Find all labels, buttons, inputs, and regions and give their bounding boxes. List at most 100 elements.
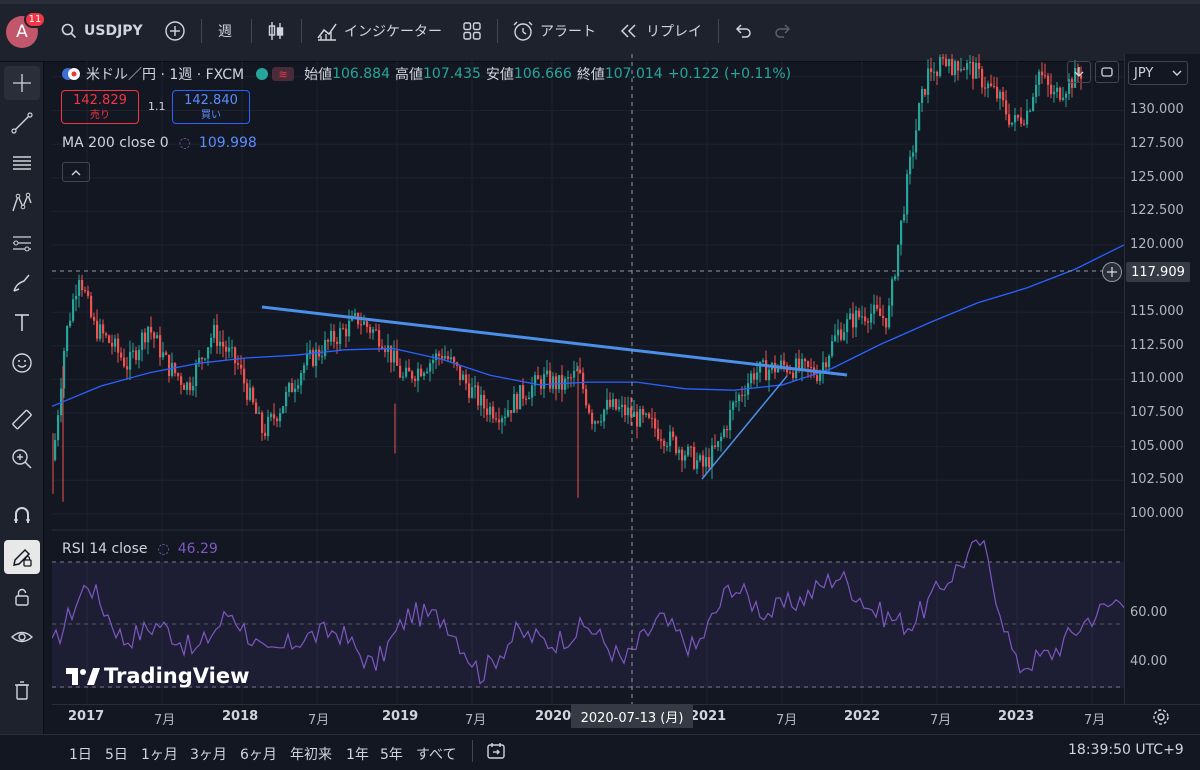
layout-grid-button[interactable]	[462, 14, 482, 48]
candle-body	[225, 346, 228, 352]
chart-type-button[interactable]	[266, 14, 286, 48]
candle-body	[987, 83, 990, 89]
chevron-up-icon	[71, 169, 81, 175]
candle-body	[789, 372, 792, 374]
emoji-tool[interactable]	[4, 346, 40, 380]
crosshair-tool[interactable]	[4, 66, 40, 100]
candle-body	[924, 88, 927, 95]
unlock-icon	[15, 588, 29, 606]
replay-button[interactable]: リプレイ	[618, 14, 702, 48]
sell-button[interactable]: 142.829 売り	[61, 90, 139, 124]
hide-drawings-tool[interactable]	[4, 620, 40, 654]
time-axis-label: 7月	[154, 713, 176, 728]
buy-button[interactable]: 142.840 買い	[172, 90, 250, 124]
horizontal-lines-tool[interactable]	[4, 146, 40, 180]
candle-body	[498, 419, 501, 423]
redo-icon	[775, 24, 791, 38]
candle-body	[198, 357, 201, 364]
candle-body	[321, 356, 324, 358]
candle-body	[345, 328, 348, 337]
candle-body	[900, 220, 903, 245]
candle-body	[735, 401, 738, 403]
time-axis-label: 2018	[222, 709, 259, 724]
timeframe-button[interactable]: 1日	[69, 747, 92, 763]
trendline-resistance[interactable]	[261, 305, 848, 377]
close-label: 終値	[576, 67, 605, 83]
candle-body	[861, 316, 864, 318]
scroll-down-button[interactable]	[1067, 61, 1091, 83]
redo-button[interactable]	[773, 14, 793, 48]
text-tool[interactable]	[4, 306, 40, 340]
pattern-tool[interactable]	[4, 186, 40, 220]
gear-icon	[1153, 709, 1169, 725]
candle-body	[711, 445, 714, 468]
candle-body	[294, 388, 297, 393]
candle-body	[105, 333, 108, 336]
loading-spinner-icon: ◌	[157, 541, 170, 557]
candle-body	[693, 446, 696, 469]
compare-symbol-button[interactable]	[164, 14, 186, 48]
rsi-axis-label: 40.00	[1130, 654, 1168, 670]
candle-body	[291, 383, 294, 393]
candle-body	[90, 295, 93, 317]
fib-tool[interactable]	[4, 226, 40, 260]
undo-button[interactable]	[733, 14, 753, 48]
goto-date-button[interactable]	[484, 740, 508, 762]
trend-line-tool[interactable]	[4, 106, 40, 140]
candle-body	[864, 316, 867, 322]
trendline-support[interactable]	[701, 375, 788, 480]
candle-body	[237, 363, 240, 365]
candle-body	[957, 61, 960, 71]
candle-body	[750, 373, 753, 384]
candle-body	[1038, 71, 1041, 85]
lock-drawings-tool[interactable]	[4, 580, 40, 614]
timeframe-button[interactable]: 6ヶ月	[240, 747, 277, 763]
candle-body	[951, 58, 954, 75]
candle-body	[1071, 79, 1074, 88]
timeframe-button[interactable]: 5年	[380, 747, 403, 763]
remove-drawings-tool[interactable]	[4, 674, 40, 708]
alert-button[interactable]: アラート	[512, 14, 596, 48]
price-axis[interactable]	[1124, 54, 1200, 704]
add-price-button[interactable]	[1102, 262, 1122, 282]
timeframe-button[interactable]: 年初来	[290, 747, 332, 763]
magnet-tool[interactable]	[4, 498, 40, 532]
candle-body	[630, 407, 633, 417]
avatar-letter: A	[16, 22, 28, 42]
candle-body	[57, 415, 60, 441]
timeframe-button[interactable]: 1年	[346, 747, 369, 763]
zoom-tool[interactable]	[4, 442, 40, 476]
candle-body	[87, 291, 90, 296]
candle-body	[507, 410, 510, 417]
delay-badge-icon[interactable]: ≋	[272, 67, 295, 81]
indicators-button[interactable]: インジケーター	[316, 14, 442, 48]
interval-button[interactable]: 週	[218, 14, 232, 48]
timeframe-button[interactable]: 5日	[105, 747, 128, 763]
reset-chart-button[interactable]	[1095, 61, 1119, 83]
timeframe-button[interactable]: すべて	[416, 747, 457, 763]
price-chart[interactable]	[52, 54, 1124, 704]
timeframe-button[interactable]: 1ヶ月	[141, 747, 178, 763]
symbol-search-button[interactable]: USDJPY	[60, 14, 143, 48]
measure-tool[interactable]	[4, 402, 40, 436]
candle-body	[432, 360, 435, 364]
collapse-legend-button[interactable]	[62, 162, 90, 182]
candle-body	[129, 351, 132, 370]
candle-body	[1041, 71, 1044, 76]
stay-in-drawing-mode-tool[interactable]	[4, 540, 40, 574]
chart-settings-button[interactable]	[1150, 706, 1172, 728]
notification-count: 11	[28, 14, 42, 25]
candle-body	[906, 174, 909, 215]
candle-body	[69, 320, 72, 327]
candle-body	[933, 71, 936, 73]
candle-body	[753, 373, 756, 380]
notification-badge: 11	[24, 11, 46, 28]
candle-body	[255, 402, 258, 414]
brush-tool[interactable]	[4, 266, 40, 300]
candle-body	[804, 359, 807, 362]
candle-body	[120, 352, 123, 358]
toolbar-divider	[201, 19, 202, 43]
currency-selector[interactable]: JPY	[1128, 61, 1188, 85]
candle-body	[117, 338, 120, 353]
timeframe-button[interactable]: 3ヶ月	[190, 747, 227, 763]
